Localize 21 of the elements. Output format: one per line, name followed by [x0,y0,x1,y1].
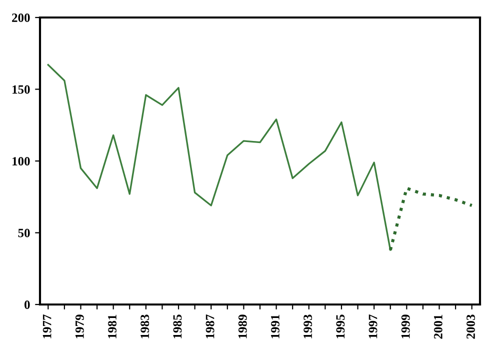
y-tick-label: 100 [12,157,30,166]
x-tick-label: 1979 [75,314,84,338]
x-tick-label: 1999 [401,314,410,338]
y-tick-label: 200 [12,14,30,22]
x-tick-label: 2003 [466,314,475,339]
x-tick-label: 1993 [304,314,312,338]
x-tick-label: 1977 [42,314,52,338]
x-tick-label: 1983 [140,314,150,338]
x-tick-label: 1987 [206,314,214,338]
x-tick-label: 2001 [434,314,442,339]
line-series [47,64,392,251]
y-tick-label: 0 [24,300,30,309]
x-tick-label: 1985 [173,314,182,338]
x-tick-label: 1995 [336,314,345,338]
x-tick-label: 1981 [108,314,116,338]
line-series [388,186,474,252]
x-tick-label: 1997 [368,314,378,338]
x-tick-label: 1989 [238,314,247,338]
x-tick-label: 1991 [271,314,280,338]
y-tick-label: 50 [18,228,30,238]
y-tick-label: 150 [12,85,30,94]
